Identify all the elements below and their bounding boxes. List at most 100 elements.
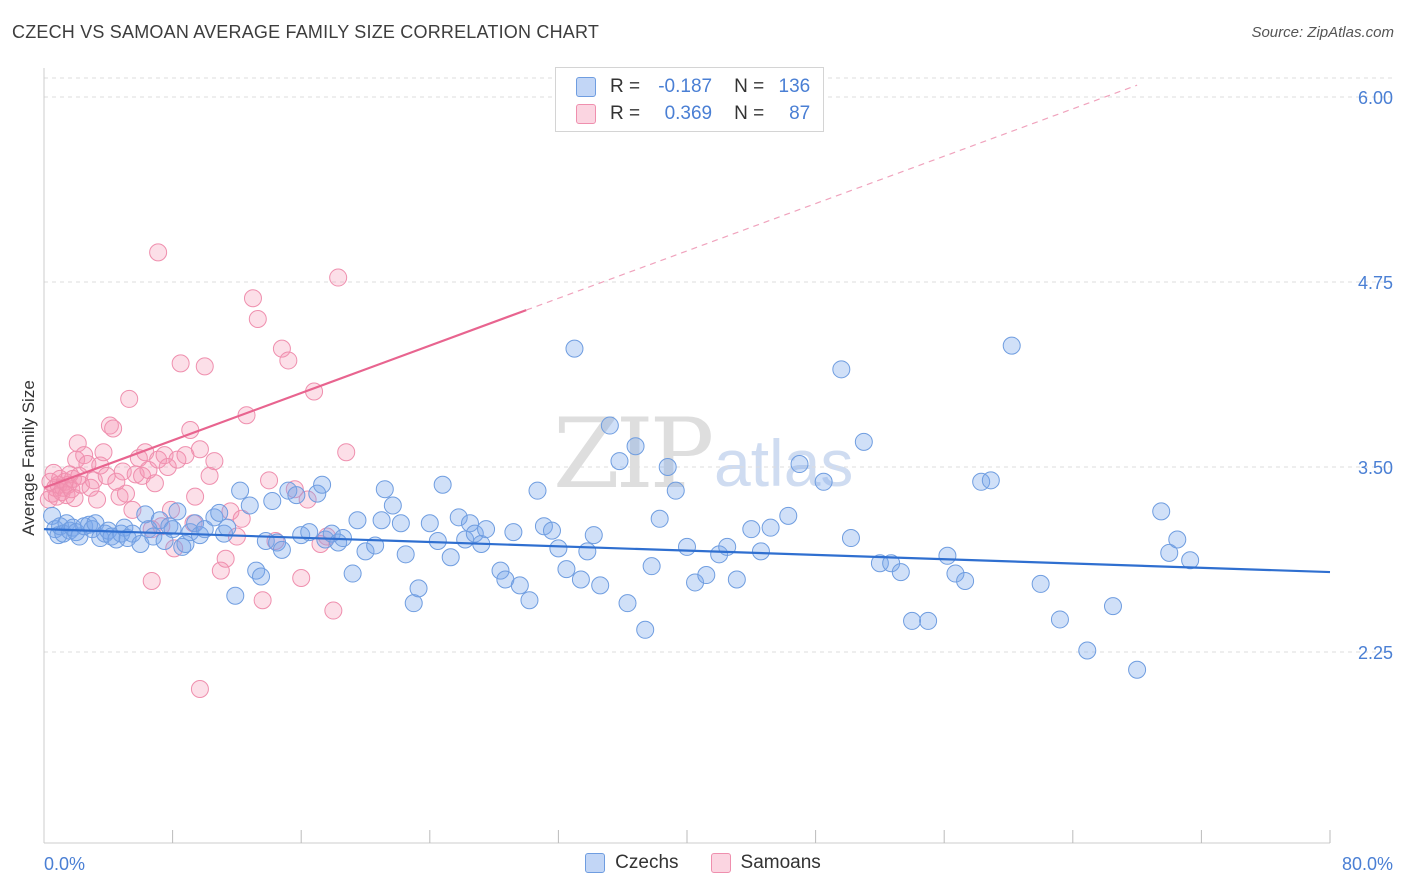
samoan-point <box>216 549 235 568</box>
czech-point <box>600 416 619 435</box>
czech-point <box>218 518 237 537</box>
czech-point <box>1002 336 1021 355</box>
legend-row-samoans: R = 0.369 N = 87 <box>576 101 810 127</box>
czech-point <box>1152 502 1171 521</box>
series-legend: Czechs Samoans <box>0 852 1406 874</box>
czech-point <box>790 455 809 474</box>
samoan-point <box>243 289 262 308</box>
czech-point <box>163 520 182 539</box>
legend-item-samoans[interactable]: Samoans <box>710 852 821 874</box>
czech-point <box>832 360 851 379</box>
czech-point <box>210 503 229 522</box>
czech-point <box>636 620 655 639</box>
czech-point <box>565 339 584 358</box>
czech-point <box>727 570 746 589</box>
czech-point <box>215 524 234 543</box>
czech-point <box>252 567 271 586</box>
czechs-trend-line <box>43 528 1331 574</box>
czech-point <box>504 523 523 542</box>
y-tick-label: 4.75 <box>1358 273 1393 293</box>
czech-point <box>510 576 529 595</box>
samoan-point <box>168 450 187 469</box>
legend-n-label: N = <box>734 76 765 97</box>
czech-point <box>441 548 460 567</box>
samoan-point <box>107 472 126 491</box>
czech-point <box>263 492 282 511</box>
czech-point <box>396 545 415 564</box>
czech-point <box>814 472 833 491</box>
samoan-point <box>100 416 119 435</box>
samoans-legend-swatch <box>710 853 731 873</box>
chart-title: CZECH VS SAMOAN AVERAGE FAMILY SIZE CORR… <box>12 22 600 42</box>
stats-legend: R = -0.187 N = 136 R = 0.369 N = 87 <box>555 67 824 132</box>
czech-point <box>1160 543 1179 562</box>
samoan-point <box>195 357 214 376</box>
axes <box>43 68 1330 844</box>
czech-point <box>1168 530 1187 549</box>
samoan-point <box>158 458 177 476</box>
samoan-point <box>248 310 267 328</box>
y-axis-label: Average Family Size <box>19 380 38 536</box>
source-label: Source: ZipAtlas.com <box>1251 24 1394 41</box>
samoan-point <box>260 471 279 490</box>
czech-point <box>1128 660 1147 679</box>
czech-point <box>956 571 975 590</box>
czech-point <box>247 561 266 580</box>
legend-r-label: R = <box>610 103 641 124</box>
czech-point <box>477 520 496 539</box>
samoan-point <box>94 443 113 462</box>
czech-point <box>1078 641 1097 660</box>
samoan-point <box>324 601 343 620</box>
samoan-point <box>279 351 298 370</box>
czech-point <box>348 511 367 530</box>
czech-point <box>666 481 685 500</box>
samoan-point <box>190 440 209 459</box>
czech-point <box>946 564 965 583</box>
legend-r-value: -0.187 <box>658 76 713 97</box>
czech-point <box>428 532 447 550</box>
czech-point <box>557 560 576 579</box>
czech-point <box>150 511 169 530</box>
czech-point <box>919 611 938 630</box>
czech-point <box>449 508 468 527</box>
czech-point <box>528 481 547 500</box>
czech-point <box>343 564 362 583</box>
samoan-point <box>91 456 110 475</box>
czech-point <box>686 573 705 592</box>
czech-point <box>279 481 298 500</box>
czech-point <box>841 529 860 548</box>
y-tick-label: 6.00 <box>1358 88 1393 108</box>
samoan-point <box>149 243 168 262</box>
czechs-swatch <box>576 77 596 97</box>
samoan-point <box>88 490 107 509</box>
czech-point <box>420 514 439 533</box>
samoan-point <box>253 591 272 610</box>
czech-point <box>938 546 957 565</box>
czech-point <box>491 561 510 580</box>
czech-point <box>375 480 394 499</box>
czechs-legend-label: Czechs <box>615 852 679 873</box>
czech-point <box>761 518 780 537</box>
samoan-point <box>272 339 291 358</box>
samoan-point <box>317 527 336 546</box>
czech-point <box>610 452 629 471</box>
czech-point <box>160 517 179 536</box>
samoan-point <box>120 389 139 408</box>
czech-point <box>972 472 991 491</box>
czech-point <box>300 523 319 542</box>
czech-point <box>1181 551 1200 570</box>
samoans-points <box>39 243 356 698</box>
samoan-point <box>68 434 87 453</box>
czech-point <box>650 509 669 528</box>
czech-point <box>854 432 873 451</box>
czech-point <box>578 542 597 561</box>
czech-point <box>433 475 452 494</box>
czech-point <box>903 611 922 630</box>
czechs-points <box>43 336 1200 679</box>
czech-point <box>618 594 637 613</box>
czech-point <box>678 537 696 556</box>
samoan-point <box>186 487 205 506</box>
legend-item-czechs[interactable]: Czechs <box>585 852 679 874</box>
czech-point <box>1050 610 1069 629</box>
